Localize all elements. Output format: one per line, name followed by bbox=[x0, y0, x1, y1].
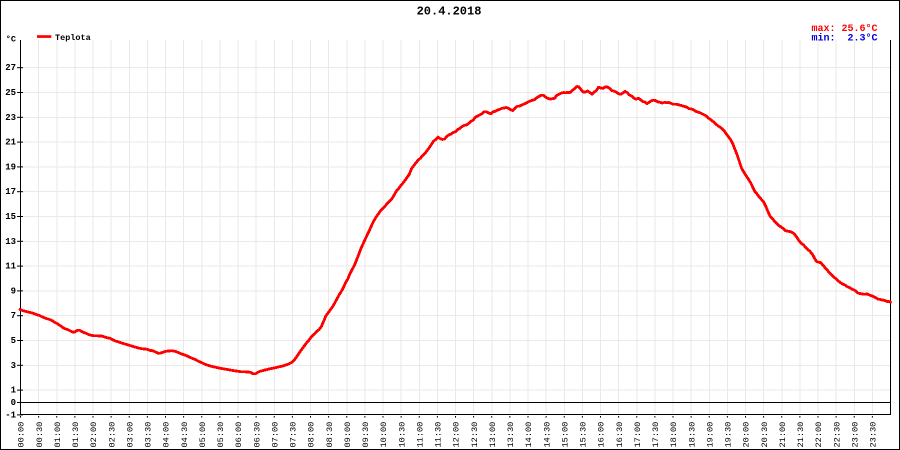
svg-text:00:00: 00:00 bbox=[17, 422, 27, 448]
svg-text:19:30: 19:30 bbox=[724, 422, 734, 448]
svg-text:20:00: 20:00 bbox=[742, 422, 752, 448]
svg-text:01:30: 01:30 bbox=[71, 422, 81, 448]
svg-text:21: 21 bbox=[5, 138, 16, 148]
svg-text:Teplota: Teplota bbox=[55, 33, 91, 43]
svg-text:22:00: 22:00 bbox=[814, 422, 824, 448]
svg-text:-1: -1 bbox=[5, 410, 16, 420]
svg-text:13:00: 13:00 bbox=[488, 422, 498, 448]
svg-text:21:30: 21:30 bbox=[796, 422, 806, 448]
svg-text:9: 9 bbox=[11, 286, 16, 296]
svg-text:22:30: 22:30 bbox=[832, 422, 842, 448]
svg-text:°C: °C bbox=[6, 35, 16, 45]
svg-text:min: 2.3°C: min: 2.3°C bbox=[811, 33, 877, 45]
svg-text:27: 27 bbox=[5, 63, 16, 73]
svg-text:15: 15 bbox=[5, 212, 16, 222]
svg-text:02:30: 02:30 bbox=[107, 422, 117, 448]
svg-text:23: 23 bbox=[5, 113, 16, 123]
svg-text:20:30: 20:30 bbox=[760, 422, 770, 448]
svg-text:15:30: 15:30 bbox=[579, 422, 589, 448]
svg-text:14:00: 14:00 bbox=[524, 422, 534, 448]
svg-text:18:00: 18:00 bbox=[669, 422, 679, 448]
svg-text:13:30: 13:30 bbox=[506, 422, 516, 448]
svg-text:10:00: 10:00 bbox=[379, 422, 389, 448]
svg-text:19:00: 19:00 bbox=[705, 422, 715, 448]
svg-text:21:00: 21:00 bbox=[778, 422, 788, 448]
svg-text:11:30: 11:30 bbox=[434, 422, 444, 448]
svg-text:17:00: 17:00 bbox=[633, 422, 643, 448]
svg-text:05:00: 05:00 bbox=[198, 422, 208, 448]
svg-text:09:00: 09:00 bbox=[343, 422, 353, 448]
svg-text:05:30: 05:30 bbox=[216, 422, 226, 448]
svg-text:13: 13 bbox=[5, 237, 16, 247]
svg-text:7: 7 bbox=[11, 311, 16, 321]
svg-text:12:00: 12:00 bbox=[452, 422, 462, 448]
svg-text:16:30: 16:30 bbox=[615, 422, 625, 448]
svg-text:16:00: 16:00 bbox=[597, 422, 607, 448]
svg-text:10:30: 10:30 bbox=[397, 422, 407, 448]
svg-text:03:00: 03:00 bbox=[125, 422, 135, 448]
svg-text:5: 5 bbox=[11, 336, 16, 346]
svg-text:11: 11 bbox=[5, 262, 16, 272]
svg-text:max: 25.6°C: max: 25.6°C bbox=[811, 23, 877, 35]
svg-text:14:30: 14:30 bbox=[542, 422, 552, 448]
svg-text:17: 17 bbox=[5, 187, 16, 197]
svg-text:04:00: 04:00 bbox=[162, 422, 172, 448]
svg-text:18:30: 18:30 bbox=[687, 422, 697, 448]
svg-text:06:00: 06:00 bbox=[234, 422, 244, 448]
svg-text:23:30: 23:30 bbox=[869, 422, 879, 448]
svg-text:07:00: 07:00 bbox=[270, 422, 280, 448]
svg-text:1: 1 bbox=[11, 386, 17, 396]
svg-text:04:30: 04:30 bbox=[180, 422, 190, 448]
svg-text:19: 19 bbox=[5, 162, 16, 172]
svg-text:12:30: 12:30 bbox=[470, 422, 480, 448]
svg-text:01:00: 01:00 bbox=[53, 422, 63, 448]
svg-text:06:30: 06:30 bbox=[252, 422, 262, 448]
svg-text:25: 25 bbox=[5, 88, 16, 98]
svg-text:09:30: 09:30 bbox=[361, 422, 371, 448]
svg-text:07:30: 07:30 bbox=[289, 422, 299, 448]
svg-text:08:00: 08:00 bbox=[307, 422, 317, 448]
svg-text:02:00: 02:00 bbox=[89, 422, 99, 448]
svg-text:20.4.2018: 20.4.2018 bbox=[417, 5, 482, 19]
svg-text:08:30: 08:30 bbox=[325, 422, 335, 448]
svg-text:17:30: 17:30 bbox=[651, 422, 661, 448]
svg-text:0: 0 bbox=[11, 398, 16, 408]
svg-text:00:30: 00:30 bbox=[35, 422, 45, 448]
svg-text:15:00: 15:00 bbox=[560, 422, 570, 448]
svg-text:03:30: 03:30 bbox=[144, 422, 154, 448]
svg-text:11:00: 11:00 bbox=[415, 422, 425, 448]
svg-text:23:00: 23:00 bbox=[850, 422, 860, 448]
svg-text:3: 3 bbox=[11, 361, 16, 371]
